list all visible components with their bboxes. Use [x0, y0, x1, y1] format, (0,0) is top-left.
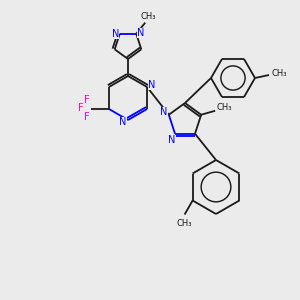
Text: N: N	[148, 80, 156, 90]
Text: N: N	[168, 135, 176, 145]
Text: N: N	[136, 28, 144, 38]
Text: N: N	[112, 29, 119, 39]
Text: F: F	[78, 103, 84, 113]
Text: CH₃: CH₃	[271, 68, 287, 77]
Text: N: N	[119, 117, 127, 127]
Text: F: F	[84, 112, 90, 122]
Text: CH₃: CH₃	[177, 219, 192, 228]
Text: N: N	[160, 107, 167, 117]
Text: CH₃: CH₃	[216, 103, 232, 112]
Text: CH₃: CH₃	[140, 12, 156, 21]
Text: F: F	[84, 95, 90, 105]
